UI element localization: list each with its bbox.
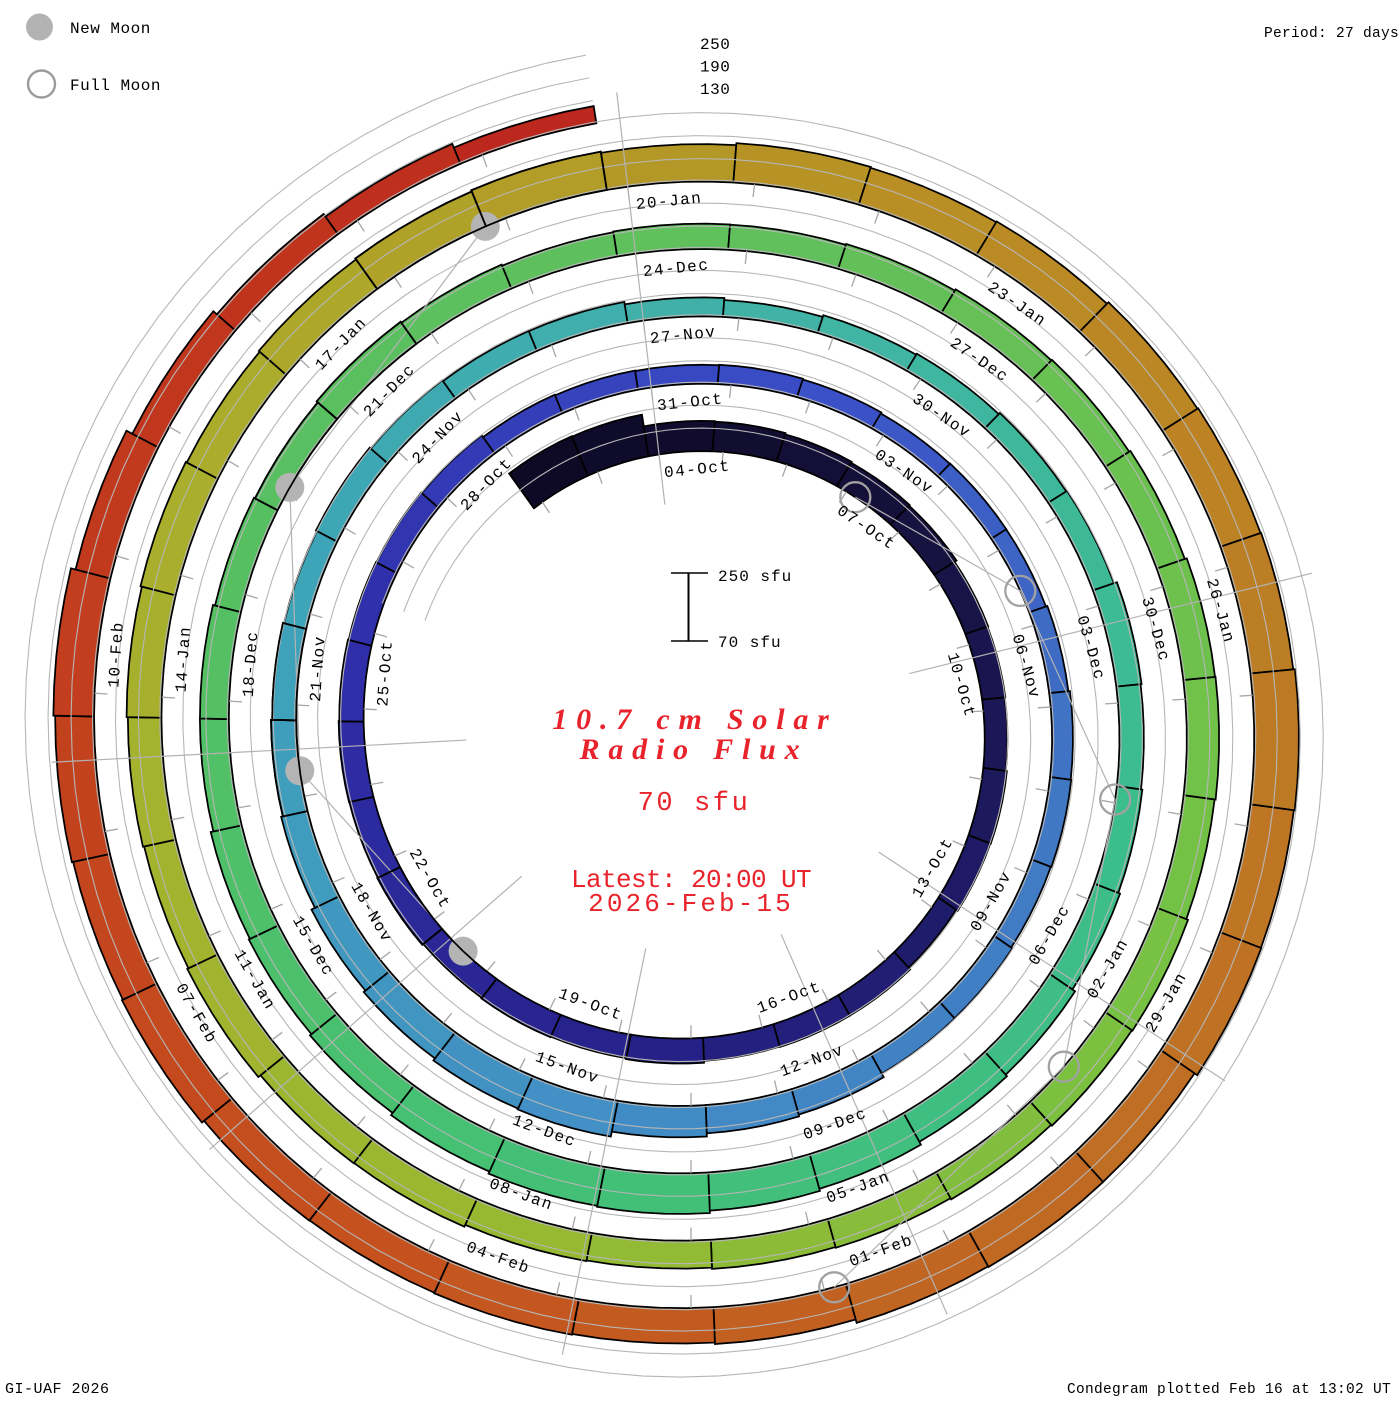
svg-text:190: 190: [700, 59, 730, 77]
svg-text:130: 130: [700, 81, 730, 99]
svg-text:2026-Feb-15: 2026-Feb-15: [588, 889, 794, 919]
svg-text:Latest: 20:00 UT: Latest: 20:00 UT: [571, 865, 811, 895]
svg-text:10-Feb: 10-Feb: [105, 621, 128, 689]
svg-text:25-Oct: 25-Oct: [374, 639, 397, 707]
svg-text:Radio Flux: Radio Flux: [579, 733, 809, 766]
svg-text:Period: 27 days: Period: 27 days: [1264, 26, 1399, 42]
svg-text:GI-UAF 2026: GI-UAF 2026: [5, 1381, 110, 1398]
svg-text:Full Moon: Full Moon: [70, 77, 161, 95]
svg-text:21-Nov: 21-Nov: [307, 635, 330, 703]
svg-text:70 sfu: 70 sfu: [638, 789, 751, 819]
svg-text:Condegram plotted Feb 16 at 13: Condegram plotted Feb 16 at 13:02 UT: [1067, 1382, 1391, 1398]
svg-text:18-Dec: 18-Dec: [240, 630, 263, 698]
svg-text:70 sfu: 70 sfu: [718, 634, 782, 652]
svg-text:14-Jan: 14-Jan: [173, 625, 196, 693]
svg-text:10.7 cm Solar: 10.7 cm Solar: [552, 703, 837, 736]
svg-text:New Moon: New Moon: [70, 20, 151, 38]
svg-text:250 sfu: 250 sfu: [718, 568, 792, 586]
svg-text:250: 250: [700, 36, 730, 54]
